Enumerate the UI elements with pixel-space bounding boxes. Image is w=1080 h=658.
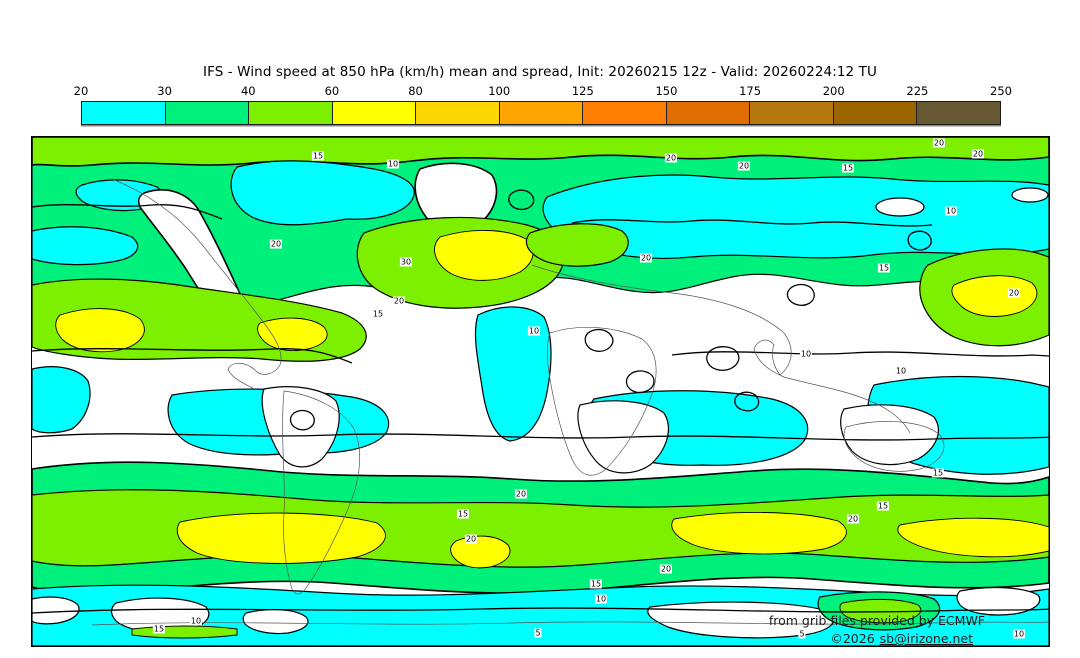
- colorbar-tick-label: 125: [571, 84, 594, 98]
- contour-label: 15: [877, 263, 891, 273]
- contour-label: 20: [464, 534, 478, 544]
- colorbar-tick-label: 60: [324, 84, 340, 98]
- contour-label: 15: [311, 151, 325, 161]
- colorbar-segment: [749, 102, 833, 124]
- world-wind-map: 15 10 20 30 20 15 10 20 20 15 20 20 10 15 20 20 10 10 20 15…: [31, 136, 1050, 647]
- colorbar-tick-label: 175: [739, 84, 762, 98]
- contour-label: 20: [659, 564, 673, 574]
- contour-label: 15: [152, 624, 166, 634]
- colorbar-tick-label: 250: [990, 84, 1012, 98]
- tropical-fill-regions: [32, 306, 1049, 475]
- contour-label: 20: [1007, 288, 1021, 298]
- colorbar-tick-label: 20: [73, 84, 89, 98]
- contour-label: 20: [737, 161, 751, 171]
- contour-label: 15: [876, 501, 890, 511]
- contour-label: 20: [639, 253, 653, 263]
- colorbar-segment: [498, 102, 583, 124]
- spread-contour-lines: [32, 189, 1049, 614]
- attribution-link[interactable]: sb@irizone.net: [879, 631, 973, 646]
- contour-label: 20: [932, 138, 946, 148]
- colorbar-segment: [82, 102, 165, 124]
- contour-label: 15: [841, 163, 855, 173]
- colorbar-segment: [582, 102, 666, 124]
- attribution-provider: from grib files provided by ECMWF: [768, 613, 985, 628]
- colorbar-segment: [415, 102, 499, 124]
- chart-title: IFS - Wind speed at 850 hPa (km/h) mean …: [203, 64, 877, 80]
- northern-hemisphere-fill-regions: [32, 137, 1049, 362]
- colorbar-segment: [665, 102, 750, 124]
- copyright-year: ©2026: [830, 631, 875, 646]
- contour-label: 15: [456, 509, 470, 519]
- southern-hemisphere-fill-regions: [32, 461, 1049, 646]
- contour-label: 10: [594, 594, 608, 604]
- contour-label: 10: [527, 326, 541, 336]
- colorbar-segment: [331, 102, 416, 124]
- contour-label: 10: [944, 206, 958, 216]
- colorbar-tick-label: 30: [157, 84, 172, 98]
- colorbar-segment: [916, 102, 1001, 124]
- contour-label: 5: [798, 629, 806, 639]
- colorbar-segment: [248, 102, 332, 124]
- colorbar-ticks: 20 30 40 60 80 100 125 150 175 200 225 250: [74, 84, 1012, 98]
- contour-label: 20: [392, 296, 406, 306]
- colorbar: [81, 101, 1001, 125]
- colorbar-tick-label: 80: [408, 84, 423, 98]
- contour-label: 10: [189, 616, 203, 626]
- contour-label: 15: [931, 468, 945, 478]
- colorbar-tick-label: 100: [488, 84, 511, 98]
- colorbar-segment: [164, 102, 249, 124]
- contour-label: 15: [589, 579, 603, 589]
- contour-label: 30: [399, 257, 413, 267]
- colorbar-segment: [832, 102, 917, 124]
- map-svg: [32, 137, 1049, 646]
- contour-label: 5: [534, 628, 542, 638]
- contour-label: 10: [894, 366, 908, 376]
- colorbar-tick-label: 200: [822, 84, 845, 98]
- contour-label: 10: [1012, 629, 1026, 639]
- contour-label: 20: [514, 489, 528, 499]
- coastlines: [91, 178, 1049, 626]
- contour-label: 20: [971, 149, 985, 159]
- contour-label: 20: [664, 153, 678, 163]
- contour-label: 10: [386, 159, 400, 169]
- colorbar-tick-label: 225: [906, 84, 929, 98]
- contour-label: 20: [269, 239, 283, 249]
- colorbar-tick-label: 150: [655, 84, 678, 98]
- contour-label: 10: [799, 349, 813, 359]
- contour-label: 15: [371, 309, 385, 319]
- colorbar-tick-label: 40: [240, 84, 256, 98]
- contour-label: 20: [846, 514, 860, 524]
- attribution-copyright: ©2026 sb@irizone.net: [830, 631, 973, 646]
